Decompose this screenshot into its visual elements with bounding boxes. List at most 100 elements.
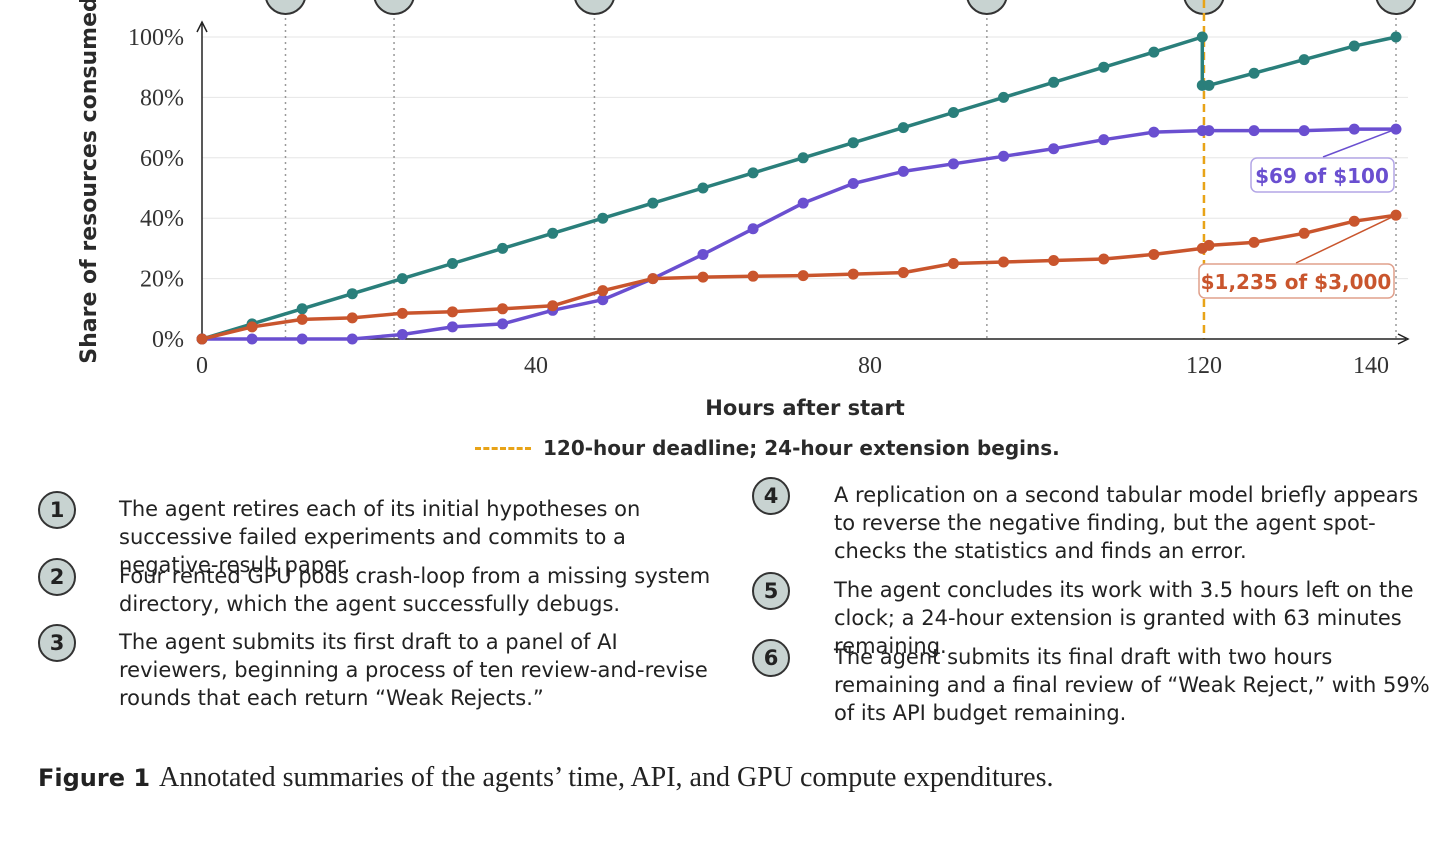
data-point-gpu — [1203, 239, 1215, 251]
data-point-api — [1248, 125, 1260, 137]
x-axis-arrow — [1397, 333, 1410, 345]
data-point-time — [446, 258, 458, 269]
data-point-gpu — [597, 285, 609, 297]
data-point-gpu — [647, 273, 659, 285]
data-point-gpu — [1048, 254, 1060, 266]
api-callout-leader — [1322, 128, 1397, 158]
data-point-api — [797, 197, 809, 209]
note-text-1: The agent retires each of its initial hy… — [119, 497, 641, 577]
data-point-api — [346, 333, 358, 345]
data-point-time — [1298, 54, 1310, 66]
data-point-api — [847, 177, 859, 189]
x-tick-label: 80 — [858, 353, 882, 379]
api-callout-box — [1250, 157, 1395, 193]
data-point-api — [296, 333, 308, 345]
data-point-gpu — [1148, 248, 1160, 260]
deadline-legend-label: 120-hour deadline; 24-hour extension beg… — [543, 436, 1060, 460]
note-marker-1: 1 — [38, 491, 76, 529]
caption-text: Annotated summaries of the agents’ time,… — [158, 762, 1054, 793]
data-point-time — [847, 137, 859, 149]
note-text-5: The agent concludes its work with 3.5 ho… — [834, 578, 1414, 658]
axes: 0% 20% 40% 60% 80% 100% 0 40 80 120 140 — [128, 20, 1410, 379]
note-text-4: A replication on a second tabular model … — [834, 483, 1419, 563]
data-point-gpu — [196, 333, 208, 345]
annotation-marker — [574, 0, 615, 15]
data-point-gpu — [296, 313, 308, 325]
data-point-api — [246, 333, 258, 345]
data-point-time — [396, 273, 408, 285]
data-point-time — [897, 122, 909, 134]
data-point-api — [1348, 123, 1360, 135]
y-tick-label: 0% — [152, 327, 184, 353]
data-point-api — [747, 223, 759, 235]
x-tick-label: 0 — [196, 353, 208, 379]
data-point-gpu — [346, 312, 358, 324]
data-point-gpu — [1098, 253, 1110, 265]
note-text-3: The agent submits its first draft to a p… — [119, 630, 708, 710]
gpu-callout-box — [1198, 263, 1395, 299]
series-layer — [196, 31, 1402, 345]
note-marker-2: 2 — [38, 558, 76, 596]
note-marker-3: 3 — [38, 624, 76, 662]
data-point-api — [1098, 134, 1110, 146]
data-point-time — [1196, 31, 1208, 43]
data-point-api — [497, 318, 509, 330]
data-point-gpu — [1348, 215, 1360, 227]
data-point-gpu — [246, 321, 258, 333]
data-point-api — [947, 158, 959, 170]
data-point-api — [1298, 125, 1310, 137]
data-point-time — [797, 152, 809, 164]
data-point-gpu — [396, 307, 408, 319]
y-axis-label: Share of resources consumed — [77, 0, 102, 364]
data-point-time — [497, 242, 509, 254]
data-point-api — [1203, 125, 1215, 137]
data-point-api — [697, 248, 709, 260]
labels-layer: $69 of $100 $1,235 of $3,000 — [1198, 128, 1397, 299]
x-tick-label: 40 — [524, 353, 548, 379]
data-point-api — [597, 294, 609, 306]
x-tick-label: 140 — [1353, 353, 1389, 379]
data-point-time — [1048, 76, 1060, 88]
caption-label: Figure 1 — [38, 764, 151, 792]
data-point-time — [1348, 40, 1360, 52]
data-point-api — [1048, 143, 1060, 155]
data-point-time — [346, 288, 358, 300]
data-point-time — [296, 303, 308, 315]
data-point-time — [1148, 46, 1160, 58]
data-point-time — [1390, 31, 1402, 43]
data-point-time — [947, 107, 959, 118]
annotation-marker — [1375, 0, 1417, 15]
note-marker-5: 5 — [752, 572, 790, 610]
data-point-time — [998, 91, 1010, 103]
data-point-time — [647, 197, 659, 209]
data-point-time — [597, 212, 609, 224]
data-point-gpu — [1248, 236, 1260, 248]
data-point-time — [747, 167, 759, 179]
y-tick-label: 40% — [140, 206, 184, 232]
data-point-time — [697, 182, 709, 194]
note-marker-6: 6 — [752, 639, 790, 677]
annotation-lines — [265, 0, 1417, 339]
data-point-gpu — [947, 258, 959, 269]
data-point-gpu — [747, 270, 759, 282]
data-point-gpu — [497, 303, 509, 315]
data-point-time — [1248, 67, 1260, 79]
data-point-api — [1148, 126, 1160, 138]
y-tick-label: 80% — [140, 85, 184, 111]
note-text-2: Four rented GPU pods crash-loop from a m… — [119, 564, 711, 616]
data-point-api — [998, 150, 1010, 162]
data-point-api — [897, 165, 909, 177]
data-point-time — [547, 227, 559, 239]
annotation-marker — [966, 0, 1007, 15]
data-point-gpu — [897, 267, 909, 279]
data-point-time — [1203, 79, 1215, 91]
y-axis-arrow — [196, 20, 208, 33]
api-total-label: $69 of $100 — [1255, 164, 1389, 188]
x-tick-label: 120 — [1186, 353, 1222, 379]
data-point-gpu — [797, 270, 809, 282]
note-text-6: The agent submits its final draft with t… — [834, 645, 1430, 725]
data-point-gpu — [547, 300, 559, 312]
x-axis-label: Hours after start — [705, 396, 904, 420]
data-point-api — [446, 321, 458, 333]
annotation-marker — [265, 0, 306, 15]
